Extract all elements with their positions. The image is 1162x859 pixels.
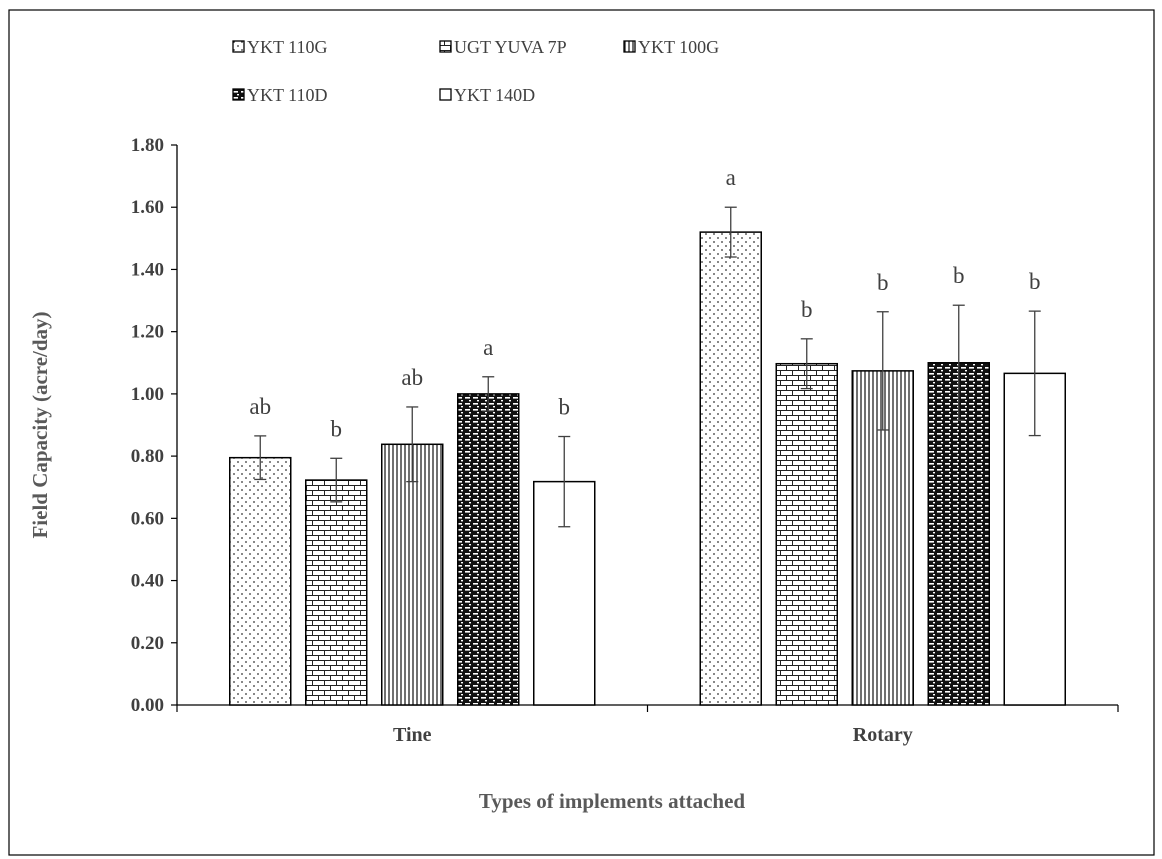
bar <box>305 479 368 706</box>
bar <box>229 456 292 706</box>
legend-label: YKT 100G <box>638 37 719 57</box>
bar <box>381 443 444 706</box>
significance-label: b <box>953 263 965 288</box>
legend-swatch <box>439 88 452 101</box>
legend: YKT 110G UGT YUVA 7P YKT 100G YKT 110D YKT 1… <box>232 37 719 105</box>
category-label: Tine <box>393 724 432 746</box>
y-tick-label: 1.80 <box>131 135 164 156</box>
legend-swatch <box>232 88 245 101</box>
significance-label: b <box>801 297 813 322</box>
significance-label: a <box>483 335 493 360</box>
y-tick-label: 0.20 <box>131 633 164 654</box>
y-tick-label: 1.20 <box>131 322 164 343</box>
y-tick-label: 1.40 <box>131 259 164 280</box>
legend-label: YKT 110G <box>247 37 328 57</box>
significance-label: b <box>1029 269 1041 294</box>
legend-label: YKT 140D <box>454 85 535 105</box>
significance-label: ab <box>401 365 423 390</box>
axes: 0.00 0.20 0.40 0.60 0.80 1.00 1.20 1.40 1.60 1.80… <box>131 135 1119 746</box>
significance-label: b <box>331 416 343 441</box>
y-tick-label: 0.60 <box>131 508 164 529</box>
bar <box>775 362 838 706</box>
chart-frame <box>8 9 1155 856</box>
y-tick-label: 1.00 <box>131 384 164 405</box>
legend-label: UGT YUVA 7P <box>454 37 567 57</box>
significance-label: ab <box>249 394 271 419</box>
bar <box>699 231 762 706</box>
category-label: Rotary <box>853 724 913 746</box>
y-tick-label: 0.80 <box>131 446 164 467</box>
bar <box>457 393 520 706</box>
y-tick-label: 0.40 <box>131 571 164 592</box>
legend-swatch <box>232 40 245 53</box>
significance-label: b <box>877 270 889 295</box>
significance-label: a <box>726 165 736 190</box>
significance-label: b <box>559 395 571 420</box>
y-axis-title: Field Capacity (acre/day) <box>28 311 52 538</box>
y-tick-label: 0.00 <box>131 695 164 716</box>
legend-label: YKT 110D <box>247 85 328 105</box>
x-axis-title: Types of implements attached <box>479 789 745 813</box>
y-tick-label: 1.60 <box>131 197 164 218</box>
legend-swatch <box>439 40 452 53</box>
legend-swatch <box>623 40 636 53</box>
